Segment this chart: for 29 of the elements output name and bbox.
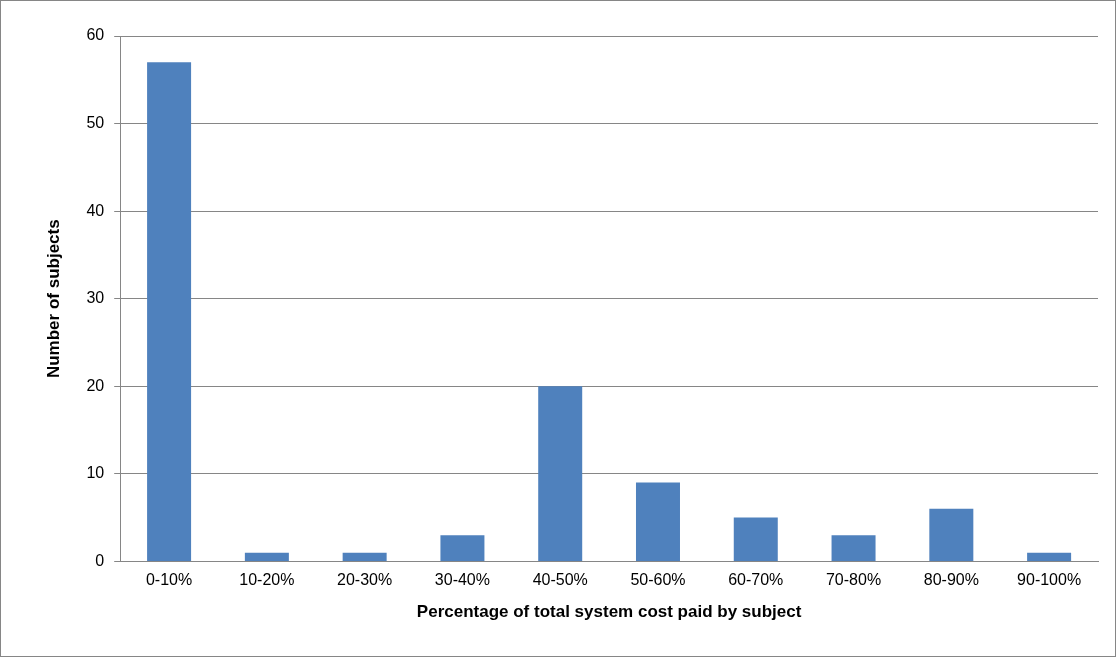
x-tick-label: 20-30% xyxy=(337,571,393,589)
x-tick-label: 30-40% xyxy=(434,571,491,589)
y-tick-label: 20 xyxy=(86,376,105,394)
x-tick-label: 80-90% xyxy=(923,571,979,589)
y-tick-label: 30 xyxy=(86,289,105,307)
bar xyxy=(342,552,387,561)
x-tick-label: 60-70% xyxy=(728,571,784,589)
y-tick-label: 60 xyxy=(86,26,105,44)
x-tick-label: 70-80% xyxy=(825,571,882,589)
bar xyxy=(244,552,289,561)
bar xyxy=(538,386,583,561)
bar xyxy=(1027,552,1072,561)
bar xyxy=(929,508,974,561)
bar xyxy=(147,62,192,561)
x-tick-label: 10-20% xyxy=(239,571,295,589)
bar xyxy=(831,535,876,561)
x-axis-title: Percentage of total system cost paid by subject xyxy=(416,602,802,622)
x-tick-label: 0-10% xyxy=(145,571,193,589)
bar xyxy=(440,535,485,561)
y-tick-label: 40 xyxy=(86,201,105,219)
x-tick-label: 90-100% xyxy=(1017,571,1082,589)
y-axis-title: Number of subjects xyxy=(43,219,63,379)
y-tick-label: 50 xyxy=(86,113,105,131)
y-tick-label: 10 xyxy=(86,464,105,482)
x-tick-label: 50-60% xyxy=(630,571,686,589)
y-tick-label: 0 xyxy=(95,551,105,569)
bar xyxy=(635,482,680,561)
bar xyxy=(733,517,778,561)
x-tick-label: 40-50% xyxy=(532,571,588,589)
